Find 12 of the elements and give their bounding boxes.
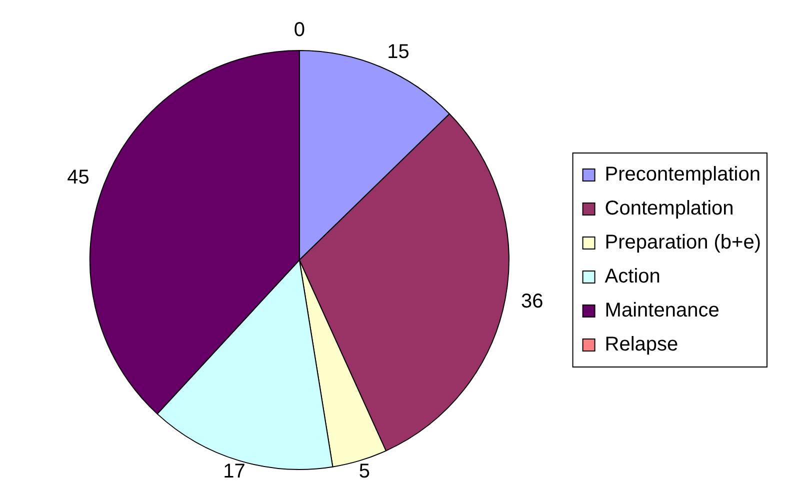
data-label: 17 <box>223 460 246 482</box>
text: 0 <box>294 19 305 42</box>
legend-label: Action <box>604 266 660 288</box>
data-label: 45 <box>67 166 90 188</box>
legend-label: Relapse <box>604 334 678 356</box>
legend-label: Precontemplation <box>604 164 760 186</box>
legend-label: Contemplation <box>604 198 734 220</box>
legend-label: Maintenance <box>604 300 720 322</box>
legend-label: Preparation (b+e) <box>604 232 761 254</box>
data-label: 36 <box>520 290 544 312</box>
data-label: 15 <box>387 40 410 63</box>
data-label: 5 <box>358 460 370 482</box>
